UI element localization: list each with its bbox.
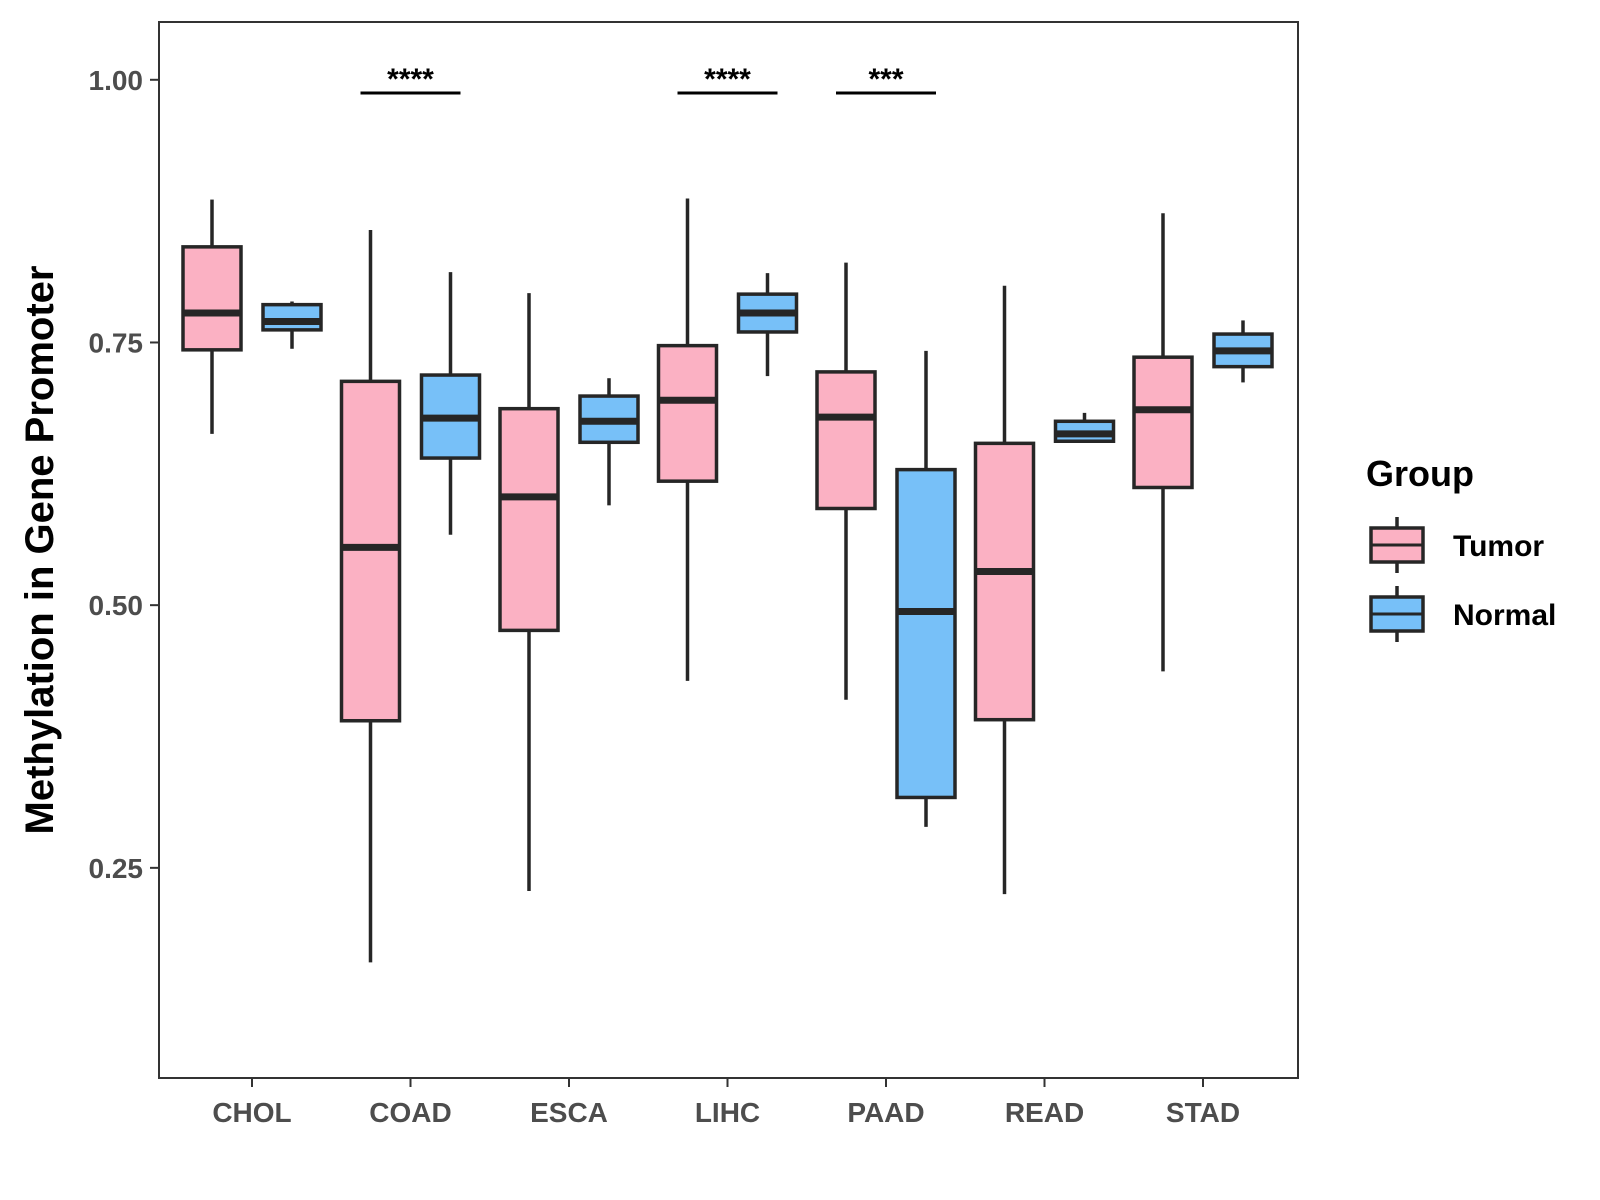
y-axis-title: Methylation in Gene Promoter xyxy=(18,266,62,835)
y-tick-label: 1.00 xyxy=(89,65,144,96)
legend-label: Normal xyxy=(1453,599,1556,632)
box-tumor-esca xyxy=(498,293,560,891)
legend: Group Tumor Normal xyxy=(1366,453,1556,642)
x-tick-label: LIHC xyxy=(695,1097,760,1128)
significance-annotations: **** **** *** xyxy=(360,63,936,96)
box-iqr xyxy=(261,302,323,332)
box-tumor-paad xyxy=(815,262,877,700)
box-iqr xyxy=(895,467,957,800)
x-tick-label: STAD xyxy=(1166,1097,1240,1128)
plot-border xyxy=(158,21,1299,1079)
x-tick-label: READ xyxy=(1005,1097,1084,1128)
box-tumor-chol xyxy=(181,199,243,434)
significance-label: **** xyxy=(387,63,434,96)
box-normal-lihc xyxy=(736,273,799,377)
box-normal-chol xyxy=(261,301,323,349)
box-normal-esca xyxy=(578,378,640,506)
legend-item-tumor: Tumor xyxy=(1369,517,1544,573)
legend-label: Tumor xyxy=(1453,530,1544,563)
box-normal-read xyxy=(1053,412,1116,443)
x-tick-label: PAAD xyxy=(847,1097,924,1128)
y-tick-label: 0.50 xyxy=(89,590,144,621)
x-tick-label: CHOL xyxy=(212,1097,291,1128)
x-axis: CHOL COAD ESCA LIHC PAAD READ STAD xyxy=(212,1078,1240,1128)
box-tumor-read xyxy=(973,285,1036,895)
box-tumor-stad xyxy=(1132,213,1194,672)
plot-panel xyxy=(159,22,1298,1078)
box-iqr xyxy=(1132,355,1194,490)
box-iqr xyxy=(973,441,1036,722)
significance-label: *** xyxy=(868,63,903,96)
y-tick-label: 0.75 xyxy=(89,327,144,358)
x-tick-label: ESCA xyxy=(530,1097,608,1128)
y-axis: 0.25 0.50 0.75 1.00 xyxy=(89,65,159,884)
box-normal-stad xyxy=(1212,320,1274,383)
box-normal-paad xyxy=(895,350,957,827)
box-iqr xyxy=(815,370,877,511)
box-tumor-lihc xyxy=(656,198,719,681)
plot-background xyxy=(159,22,1298,1078)
legend-item-normal: Normal xyxy=(1369,586,1556,642)
legend-title: Group xyxy=(1366,453,1474,494)
box-iqr xyxy=(181,245,243,352)
box-iqr xyxy=(339,379,402,723)
y-tick-label: 0.25 xyxy=(89,853,144,884)
significance-label: **** xyxy=(704,63,751,96)
box-iqr xyxy=(656,343,719,483)
boxes xyxy=(181,198,1274,963)
box-normal-coad xyxy=(419,272,482,535)
x-tick-label: COAD xyxy=(369,1097,451,1128)
box-iqr xyxy=(498,406,560,633)
box-tumor-coad xyxy=(339,230,402,963)
